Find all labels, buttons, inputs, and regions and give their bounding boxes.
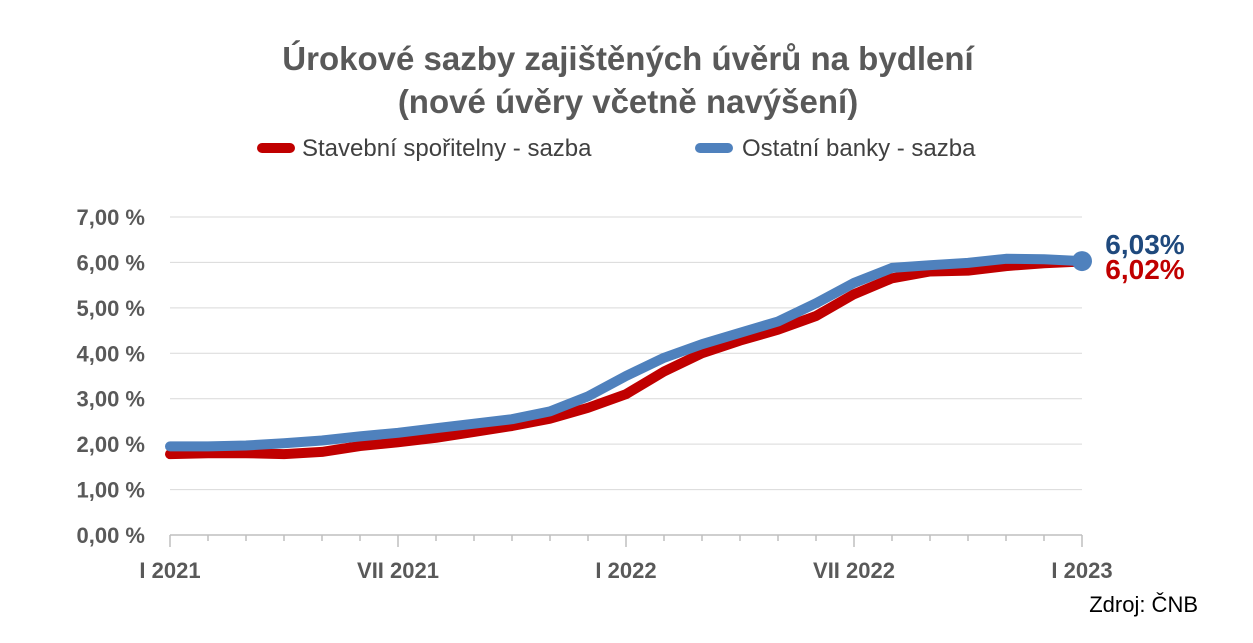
end-label-ostatni-banky: 6,03% [1105, 229, 1184, 260]
series-line-ostatni-banky [165, 253, 1087, 452]
x-tick-label: VII 2021 [357, 558, 439, 583]
source-note: Zdroj: ČNB [1089, 592, 1198, 617]
legend-label: Stavební spořitelny - sazba [302, 135, 592, 162]
end-label-stavebni-sporitelny: 6,02% [1105, 254, 1184, 285]
end-labels: 6,03%6,02% [1105, 229, 1184, 285]
y-tick-label: 6,00 % [77, 250, 146, 275]
y-tick-label: 2,00 % [77, 432, 146, 457]
legend: Stavební spořitelny - sazba Ostatní banky… [257, 135, 976, 162]
chart-title: Úrokové sazby zajištěných úvěrů na bydle… [282, 40, 975, 77]
end-point-marker [1072, 251, 1092, 272]
y-axis: 0,00 % 1,00 % 2,00 % 3,00 % 4,00 % 5,00 % 6,00… [77, 205, 146, 548]
y-tick-label: 7,00 % [77, 205, 146, 230]
series-lines [165, 251, 1092, 460]
y-tick-label: 0,00 % [77, 523, 146, 548]
y-tick-label: 1,00 % [77, 478, 146, 503]
x-tick-label: I 2021 [139, 558, 200, 583]
x-tick-label: I 2022 [595, 558, 656, 583]
y-tick-label: 5,00 % [77, 296, 146, 321]
y-tick-label: 4,00 % [77, 341, 146, 366]
x-axis: I 2021 VII 2021 I 2022 VII 2022 I 2023 [139, 534, 1113, 583]
legend-label: Ostatní banky - sazba [742, 135, 976, 162]
y-tick-label: 3,00 % [77, 387, 146, 412]
x-tick-label: I 2023 [1051, 558, 1112, 583]
x-tick-label: VII 2022 [813, 558, 895, 583]
chart-subtitle: (nové úvěry včetně navýšení) [398, 83, 858, 120]
series-line-stavebni-sporitelny [165, 256, 1087, 460]
